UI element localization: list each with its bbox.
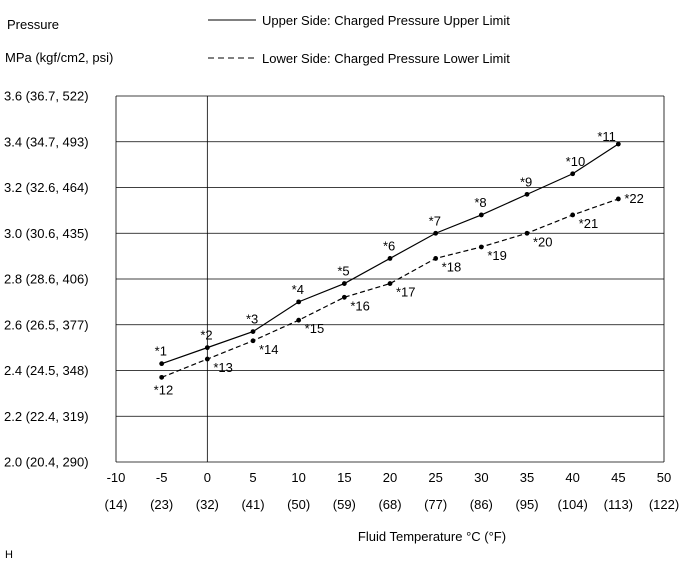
x-tick-label-fahrenheit: (14) bbox=[104, 497, 127, 512]
upper-point-label: *4 bbox=[292, 282, 304, 297]
x-tick-label-fahrenheit: (41) bbox=[241, 497, 264, 512]
upper-data-point bbox=[341, 281, 347, 286]
upper-point-label: *1 bbox=[155, 344, 167, 359]
lower-data-point bbox=[478, 244, 484, 250]
x-tick-label-celsius: 40 bbox=[565, 470, 579, 485]
x-tick-label-fahrenheit: (23) bbox=[150, 497, 173, 512]
upper-data-point bbox=[159, 361, 165, 367]
x-tick-label-fahrenheit: (68) bbox=[378, 497, 401, 512]
lower-point-label: *12 bbox=[154, 382, 174, 397]
x-tick-label-fahrenheit: (77) bbox=[424, 497, 447, 512]
upper-data-point bbox=[524, 191, 530, 197]
lower-point-label: *22 bbox=[624, 191, 644, 206]
upper-data-point bbox=[204, 345, 210, 351]
x-axis-label: Fluid Temperature °C (°F) bbox=[358, 529, 506, 544]
x-tick-label-fahrenheit: (59) bbox=[333, 497, 356, 512]
upper-data-point bbox=[570, 171, 576, 177]
lower-point-label: *17 bbox=[396, 285, 416, 300]
x-tick-label-fahrenheit: (113) bbox=[604, 497, 633, 512]
y-tick-label: 3.4 (34.7, 493) bbox=[4, 134, 89, 149]
x-tick-label-fahrenheit: (50) bbox=[287, 497, 310, 512]
lower-point-label: *15 bbox=[305, 321, 325, 336]
lower-data-point bbox=[204, 356, 210, 362]
upper-data-point bbox=[433, 230, 439, 236]
legend-label-upper: Upper Side: Charged Pressure Upper Limit bbox=[262, 13, 510, 28]
x-tick-label-celsius: 10 bbox=[291, 470, 305, 485]
x-tick-label-celsius: 45 bbox=[611, 470, 625, 485]
lower-point-label: *21 bbox=[579, 216, 599, 231]
series-layer bbox=[159, 141, 621, 380]
y-tick-label: 2.8 (28.6, 406) bbox=[4, 272, 89, 287]
x-tick-label-celsius: -5 bbox=[156, 470, 168, 485]
x-tick-label-fahrenheit: (95) bbox=[515, 497, 538, 512]
upper-point-label: *5 bbox=[337, 264, 349, 279]
y-tick-label: 3.0 (30.6, 435) bbox=[4, 226, 89, 241]
y-tick-label: 2.0 (20.4, 290) bbox=[4, 455, 89, 470]
upper-data-point bbox=[615, 141, 621, 147]
lower-data-point bbox=[341, 294, 347, 300]
lower-point-label: *18 bbox=[442, 259, 462, 274]
lower-data-point bbox=[159, 374, 165, 380]
y-tick-label: 2.2 (22.4, 319) bbox=[4, 409, 89, 424]
axes bbox=[115, 96, 665, 462]
upper-point-label: *9 bbox=[520, 174, 532, 189]
upper-point-label: *2 bbox=[200, 328, 212, 343]
x-tick-label-fahrenheit: (122) bbox=[649, 497, 679, 512]
x-tick-label-celsius: 0 bbox=[204, 470, 211, 485]
upper-point-label: *8 bbox=[474, 195, 486, 210]
x-tick-label-celsius: 30 bbox=[474, 470, 488, 485]
grid bbox=[116, 95, 664, 463]
lower-data-point bbox=[387, 281, 393, 286]
y-tick-label: 3.6 (36.7, 522) bbox=[4, 89, 89, 104]
x-tick-label-celsius: 20 bbox=[383, 470, 397, 485]
x-tick-label-fahrenheit: (86) bbox=[470, 497, 493, 512]
upper-data-point bbox=[250, 329, 256, 335]
lower-point-label: *14 bbox=[259, 342, 279, 357]
y-tick-label: 3.2 (32.6, 464) bbox=[4, 180, 89, 195]
lower-data-point bbox=[615, 196, 621, 202]
x-tick-label-celsius: 15 bbox=[337, 470, 351, 485]
lower-data-point bbox=[433, 256, 439, 261]
y-axis-label-line1: Pressure bbox=[7, 17, 59, 32]
upper-limit-line bbox=[161, 143, 619, 365]
x-tick-label-celsius: 50 bbox=[657, 470, 671, 485]
x-tick-label-celsius: 25 bbox=[428, 470, 442, 485]
lower-data-point bbox=[524, 230, 530, 236]
legend: Upper Side: Charged Pressure Upper Limit… bbox=[208, 13, 510, 66]
x-tick-label-celsius: 5 bbox=[249, 470, 256, 485]
upper-point-label: *11 bbox=[597, 129, 616, 144]
lower-point-label: *16 bbox=[350, 298, 370, 313]
labels: 2.0 (20.4, 290) 2.2 (22.4, 319) 2.4 (24.5,… bbox=[4, 89, 679, 513]
upper-point-label: *10 bbox=[566, 154, 586, 169]
lower-limit-line bbox=[161, 198, 619, 378]
y-tick-label: 2.4 (24.5, 348) bbox=[4, 363, 89, 378]
lower-data-point bbox=[570, 212, 576, 218]
lower-point-label: *19 bbox=[487, 248, 507, 263]
upper-data-point bbox=[296, 299, 302, 305]
corner-mark: H bbox=[5, 549, 13, 561]
y-tick-label: 2.6 (26.5, 377) bbox=[4, 317, 89, 332]
lower-data-point bbox=[250, 338, 256, 344]
upper-point-label: *7 bbox=[429, 213, 441, 228]
upper-point-label: *3 bbox=[246, 312, 258, 327]
lower-point-label: *13 bbox=[213, 360, 233, 375]
lower-data-point bbox=[296, 317, 302, 323]
lower-point-label: *20 bbox=[533, 234, 553, 249]
x-tick-label-fahrenheit: (104) bbox=[557, 497, 587, 512]
upper-data-point bbox=[387, 256, 393, 261]
y-axis-label-line2: MPa (kgf/cm2, psi) bbox=[5, 50, 113, 65]
upper-data-point bbox=[478, 212, 484, 218]
x-tick-label-celsius: -10 bbox=[107, 470, 126, 485]
x-tick-label-celsius: 35 bbox=[520, 470, 534, 485]
x-tick-label-fahrenheit: (32) bbox=[196, 497, 219, 512]
legend-label-lower: Lower Side: Charged Pressure Lower Limit bbox=[262, 51, 510, 66]
upper-point-label: *6 bbox=[383, 238, 395, 253]
